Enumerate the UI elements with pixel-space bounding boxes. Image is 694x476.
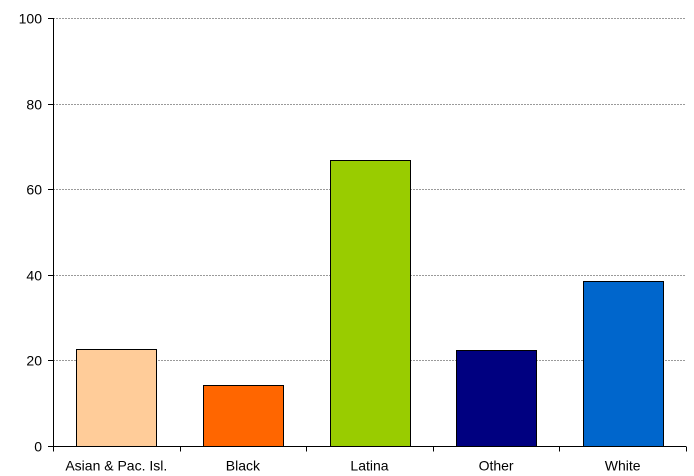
y-tick-label: 40 — [26, 268, 42, 284]
y-tick-labels: 0 20 40 60 80 100 — [19, 11, 43, 455]
bar-black — [203, 385, 284, 447]
bar-asian-pac-isl — [76, 349, 157, 447]
x-tick-label: Other — [479, 458, 514, 474]
x-tick-labels: Asian & Pac. Isl. Black Latina Other White — [65, 458, 640, 474]
bar-latina — [330, 160, 411, 447]
y-tick-label: 100 — [19, 11, 43, 27]
x-tick-label: Black — [226, 458, 261, 474]
x-tick-label: Asian & Pac. Isl. — [65, 458, 167, 474]
axes — [48, 18, 687, 452]
y-tick-label: 20 — [26, 353, 42, 369]
x-tick-label: Latina — [350, 458, 388, 474]
y-tick-label: 0 — [34, 439, 42, 455]
bar-other — [456, 350, 537, 447]
x-tick-label: White — [605, 458, 641, 474]
bar-white — [583, 281, 664, 447]
bars — [76, 160, 664, 447]
y-tick-label: 60 — [26, 182, 42, 198]
y-tick-label: 80 — [26, 97, 42, 113]
